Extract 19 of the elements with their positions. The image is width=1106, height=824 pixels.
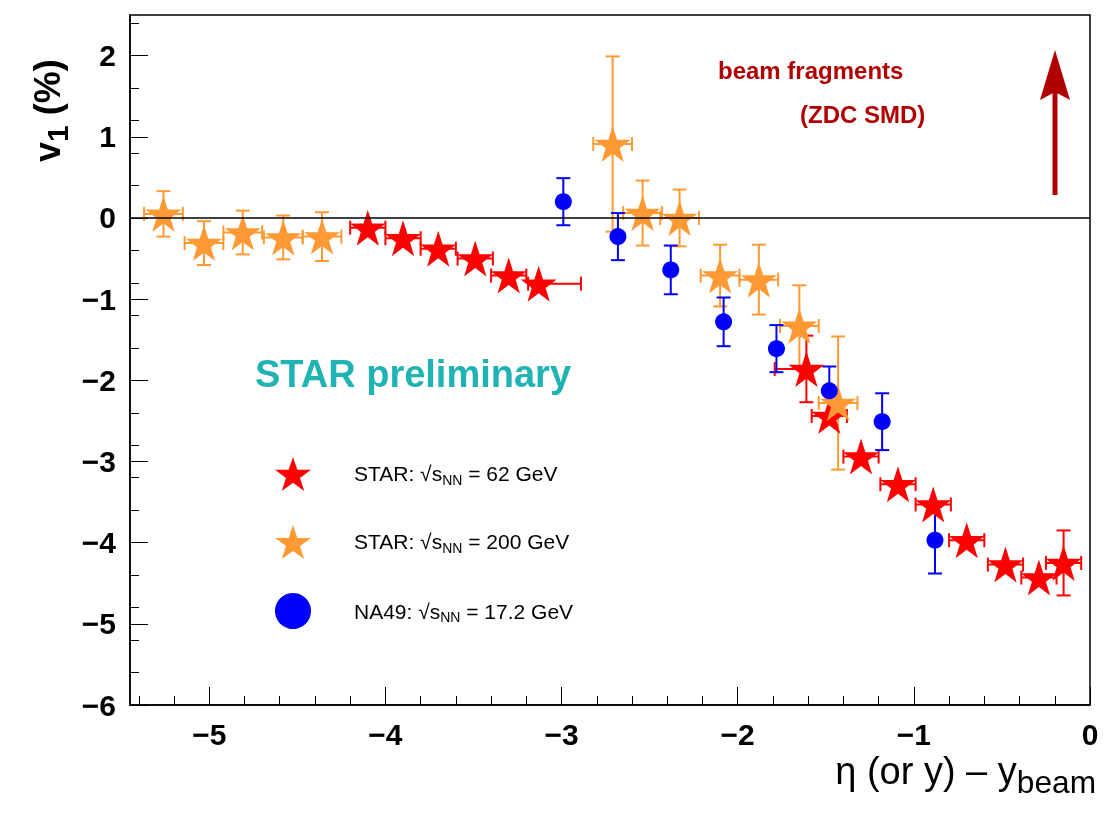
x-tick-label: −5 [192,717,227,751]
x-tick-label: −2 [720,717,755,751]
y-tick-label: 1 [99,120,116,154]
y-tick-label: −1 [81,282,116,316]
y-tick-label: −3 [81,444,116,478]
y-tick-label: −6 [81,688,116,722]
annotation: STAR preliminary [255,353,572,395]
y-tick-label: 0 [99,201,116,235]
x-tick-label: −4 [368,717,403,751]
annotation: beam fragments [718,56,904,84]
y-tick-label: 2 [99,39,116,73]
x-axis-title: η (or y) – y$_{beam}$ [835,750,1096,800]
y-tick-label: −4 [81,526,117,560]
x-tick-label: −3 [544,717,579,751]
x-tick-label: −1 [896,717,931,751]
y-tick-label: −2 [81,363,116,397]
annotation: (ZDC SMD) [800,100,926,128]
y-tick-label: −5 [81,607,116,641]
x-tick-label: 0 [1081,717,1099,751]
